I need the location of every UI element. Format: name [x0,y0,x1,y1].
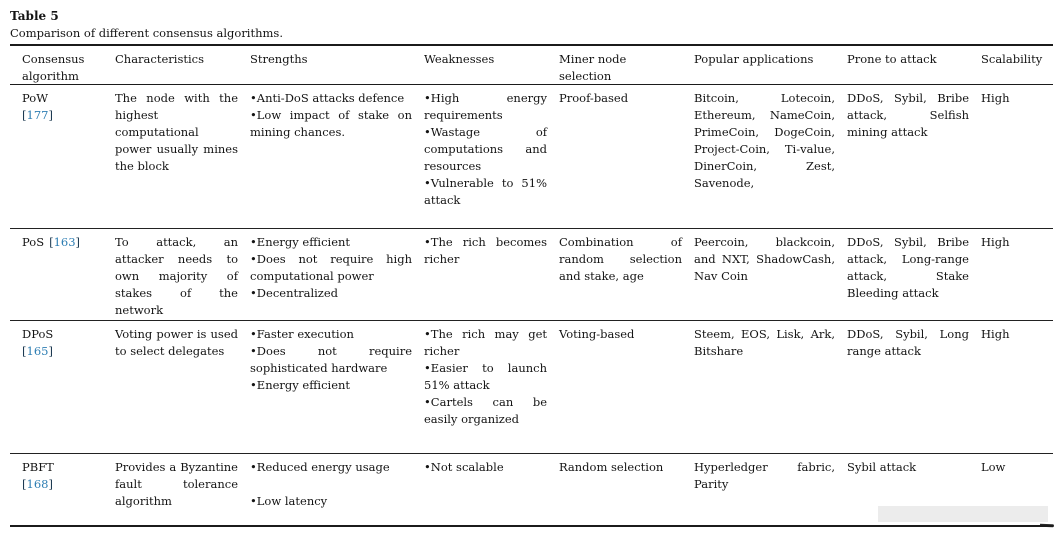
bullet-item: Does not require sophisticated hardware [250,343,412,377]
cell-algorithm: PoW [177] [22,90,115,124]
cell-algorithm: PBFT [168] [22,459,115,493]
table-row-pos: PoS [163] To attack, an attacker needs to… [10,229,1053,321]
cell-scalability: High [981,91,1010,105]
col-header-popular-applications: Popular applications [694,52,814,66]
bullet-item: Reduced energy usage [250,459,412,476]
bullet-item: Energy efficient [250,377,412,394]
cell-popular-applications: Hyperledger fabric, Parity [694,460,835,491]
cell-miner-node-selection: Random selection [559,460,664,474]
col-header-miner-node-selection: Miner node selection [559,52,627,83]
cell-characteristics: The node with the highest computational … [115,91,238,173]
col-header-scalability: Scalability [981,52,1043,66]
bullet-item: Wastage of computations and resources [424,124,547,175]
cell-weaknesses: The rich becomes richer [424,234,559,268]
algorithm-name: PoW [22,91,49,105]
cell-popular-applications: Bitcoin, Lotecoin, Ethereum, NameCoin, P… [694,91,835,190]
cell-prone-to-attack: DDoS, Sybil, Bribe attack, Selfish minin… [847,91,969,139]
table-label: Table 5 [10,9,59,23]
table-row-pow: PoW [177] The node with the highest comp… [10,85,1053,229]
citation-link[interactable]: [177] [22,108,53,122]
cell-weaknesses: Not scalable [424,459,559,476]
bullet-item: The rich may get richer [424,326,547,360]
bullet-item: The rich becomes richer [424,234,547,268]
bullet-item: Vulnerable to 51% attack [424,175,547,209]
citation-link[interactable]: [163] [49,235,81,249]
cell-algorithm: PoS [163] [22,234,115,251]
cell-popular-applications: Peercoin, blackcoin, and NXT, ShadowCash… [694,235,835,283]
col-header-strengths: Strengths [250,52,308,66]
table-header-row: Consensus algorithm Characteristics Stre… [10,46,1053,85]
bullet-item: Decentralized [250,285,412,302]
bullet-item: Easier to launch 51% attack [424,360,547,394]
bullet-item: Anti-DoS attacks defence [250,90,412,107]
cell-weaknesses: High energy requirementsWastage of compu… [424,90,559,209]
cell-characteristics: Voting power is used to select delegates [115,327,238,358]
bullet-item: Low latency [250,493,412,510]
bullet-spacer [250,476,412,493]
algorithm-name: PoS [22,235,45,249]
cell-prone-to-attack: Sybil attack [847,460,917,474]
algorithm-name: DPoS [22,327,54,341]
bullet-item: Low impact of stake on mining chances. [250,107,412,141]
cell-scalability: High [981,235,1010,249]
table-row-dpos: DPoS [165] Voting power is used to selec… [10,321,1053,454]
cell-miner-node-selection: Combination of random selection and stak… [559,235,682,283]
bullet-item: Does not require high computational powe… [250,251,412,285]
bullet-item: Energy efficient [250,234,412,251]
col-header-characteristics: Characteristics [115,52,205,66]
col-header-consensus-algorithm: Consensus algorithm [22,52,85,83]
bullet-item: Faster execution [250,326,412,343]
cell-scalability: Low [981,460,1006,474]
citation-link[interactable]: [168] [22,477,53,491]
cell-scalability: High [981,327,1010,341]
algorithm-name: PBFT [22,460,54,474]
cell-miner-node-selection: Proof-based [559,91,629,105]
bullet-item: Not scalable [424,459,547,476]
cell-strengths: Anti-DoS attacks defenceLow impact of st… [250,90,424,141]
citation-link[interactable]: [165] [22,344,53,358]
cell-prone-to-attack: DDoS, Sybil, Bribe attack, Long-range at… [847,235,969,300]
cell-popular-applications: Steem, EOS, Lisk, Ark, Bitshare [694,327,835,358]
cell-strengths: Faster executionDoes not require sophist… [250,326,424,394]
bullet-item: Cartels can be easily organized [424,394,547,428]
table-row-pbft: PBFT [168] Provides a Byzantine fault to… [10,454,1053,525]
cell-strengths: Energy efficientDoes not require high co… [250,234,424,302]
cell-prone-to-attack: DDoS, Sybil, Long range attack [847,327,969,358]
cell-miner-node-selection: Voting-based [559,327,635,341]
table-caption: Comparison of different consensus algori… [10,26,283,40]
bullet-item: High energy requirements [424,90,547,124]
col-header-weaknesses: Weaknesses [424,52,495,66]
cell-characteristics: Provides a Byzantine fault tolerance alg… [115,460,238,508]
cell-characteristics: To attack, an attacker needs to own majo… [115,235,238,317]
cell-strengths: Reduced energy usage Low latency [250,459,424,510]
cell-algorithm: DPoS [165] [22,326,115,360]
cell-weaknesses: The rich may get richerEasier to launch … [424,326,559,428]
scan-artifact [878,506,1048,522]
consensus-comparison-table: Consensus algorithm Characteristics Stre… [10,44,1053,527]
col-header-prone-to-attack: Prone to attack [847,52,937,66]
